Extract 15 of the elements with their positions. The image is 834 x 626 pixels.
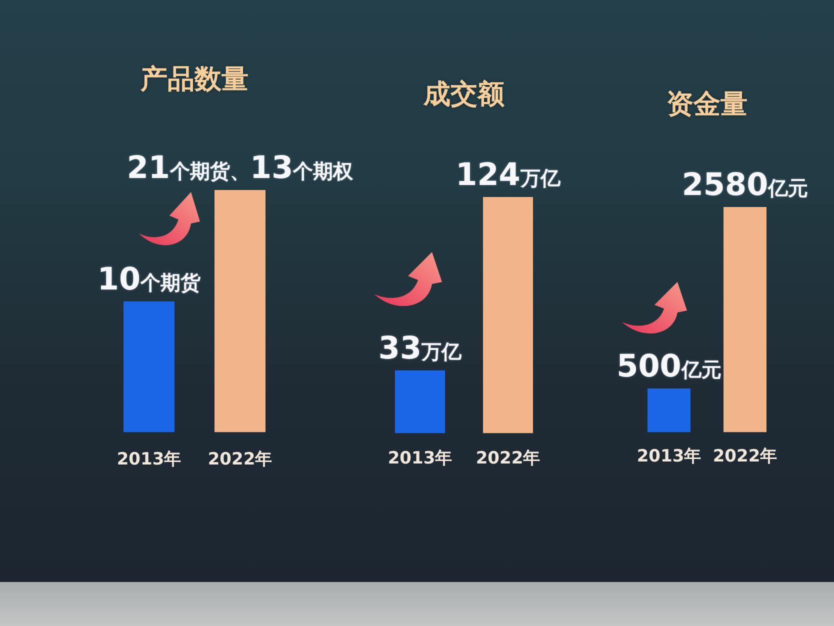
data-label: 2580亿元 [682,167,808,203]
x-tick-label: 2022年 [476,448,540,469]
x-tick-label: 2013年 [388,448,452,469]
data-label: 33万亿 [378,330,463,366]
data-label: 124万亿 [456,157,562,193]
chart-title: 产品数量 [140,64,248,96]
data-label: 500亿元 [616,348,722,385]
x-tick-label: 2013年 [636,446,702,467]
annotation: 10个期货 [97,261,201,298]
chart-title: 成交额 [424,78,504,112]
chart-title: 资金量 [666,88,748,122]
x-tick-label: 2013年 [116,450,182,470]
annotation: 21个期货、13个期权 [126,150,354,186]
x-tick-label: 2022年 [208,450,272,470]
x-tick-label: 2022年 [712,446,778,467]
